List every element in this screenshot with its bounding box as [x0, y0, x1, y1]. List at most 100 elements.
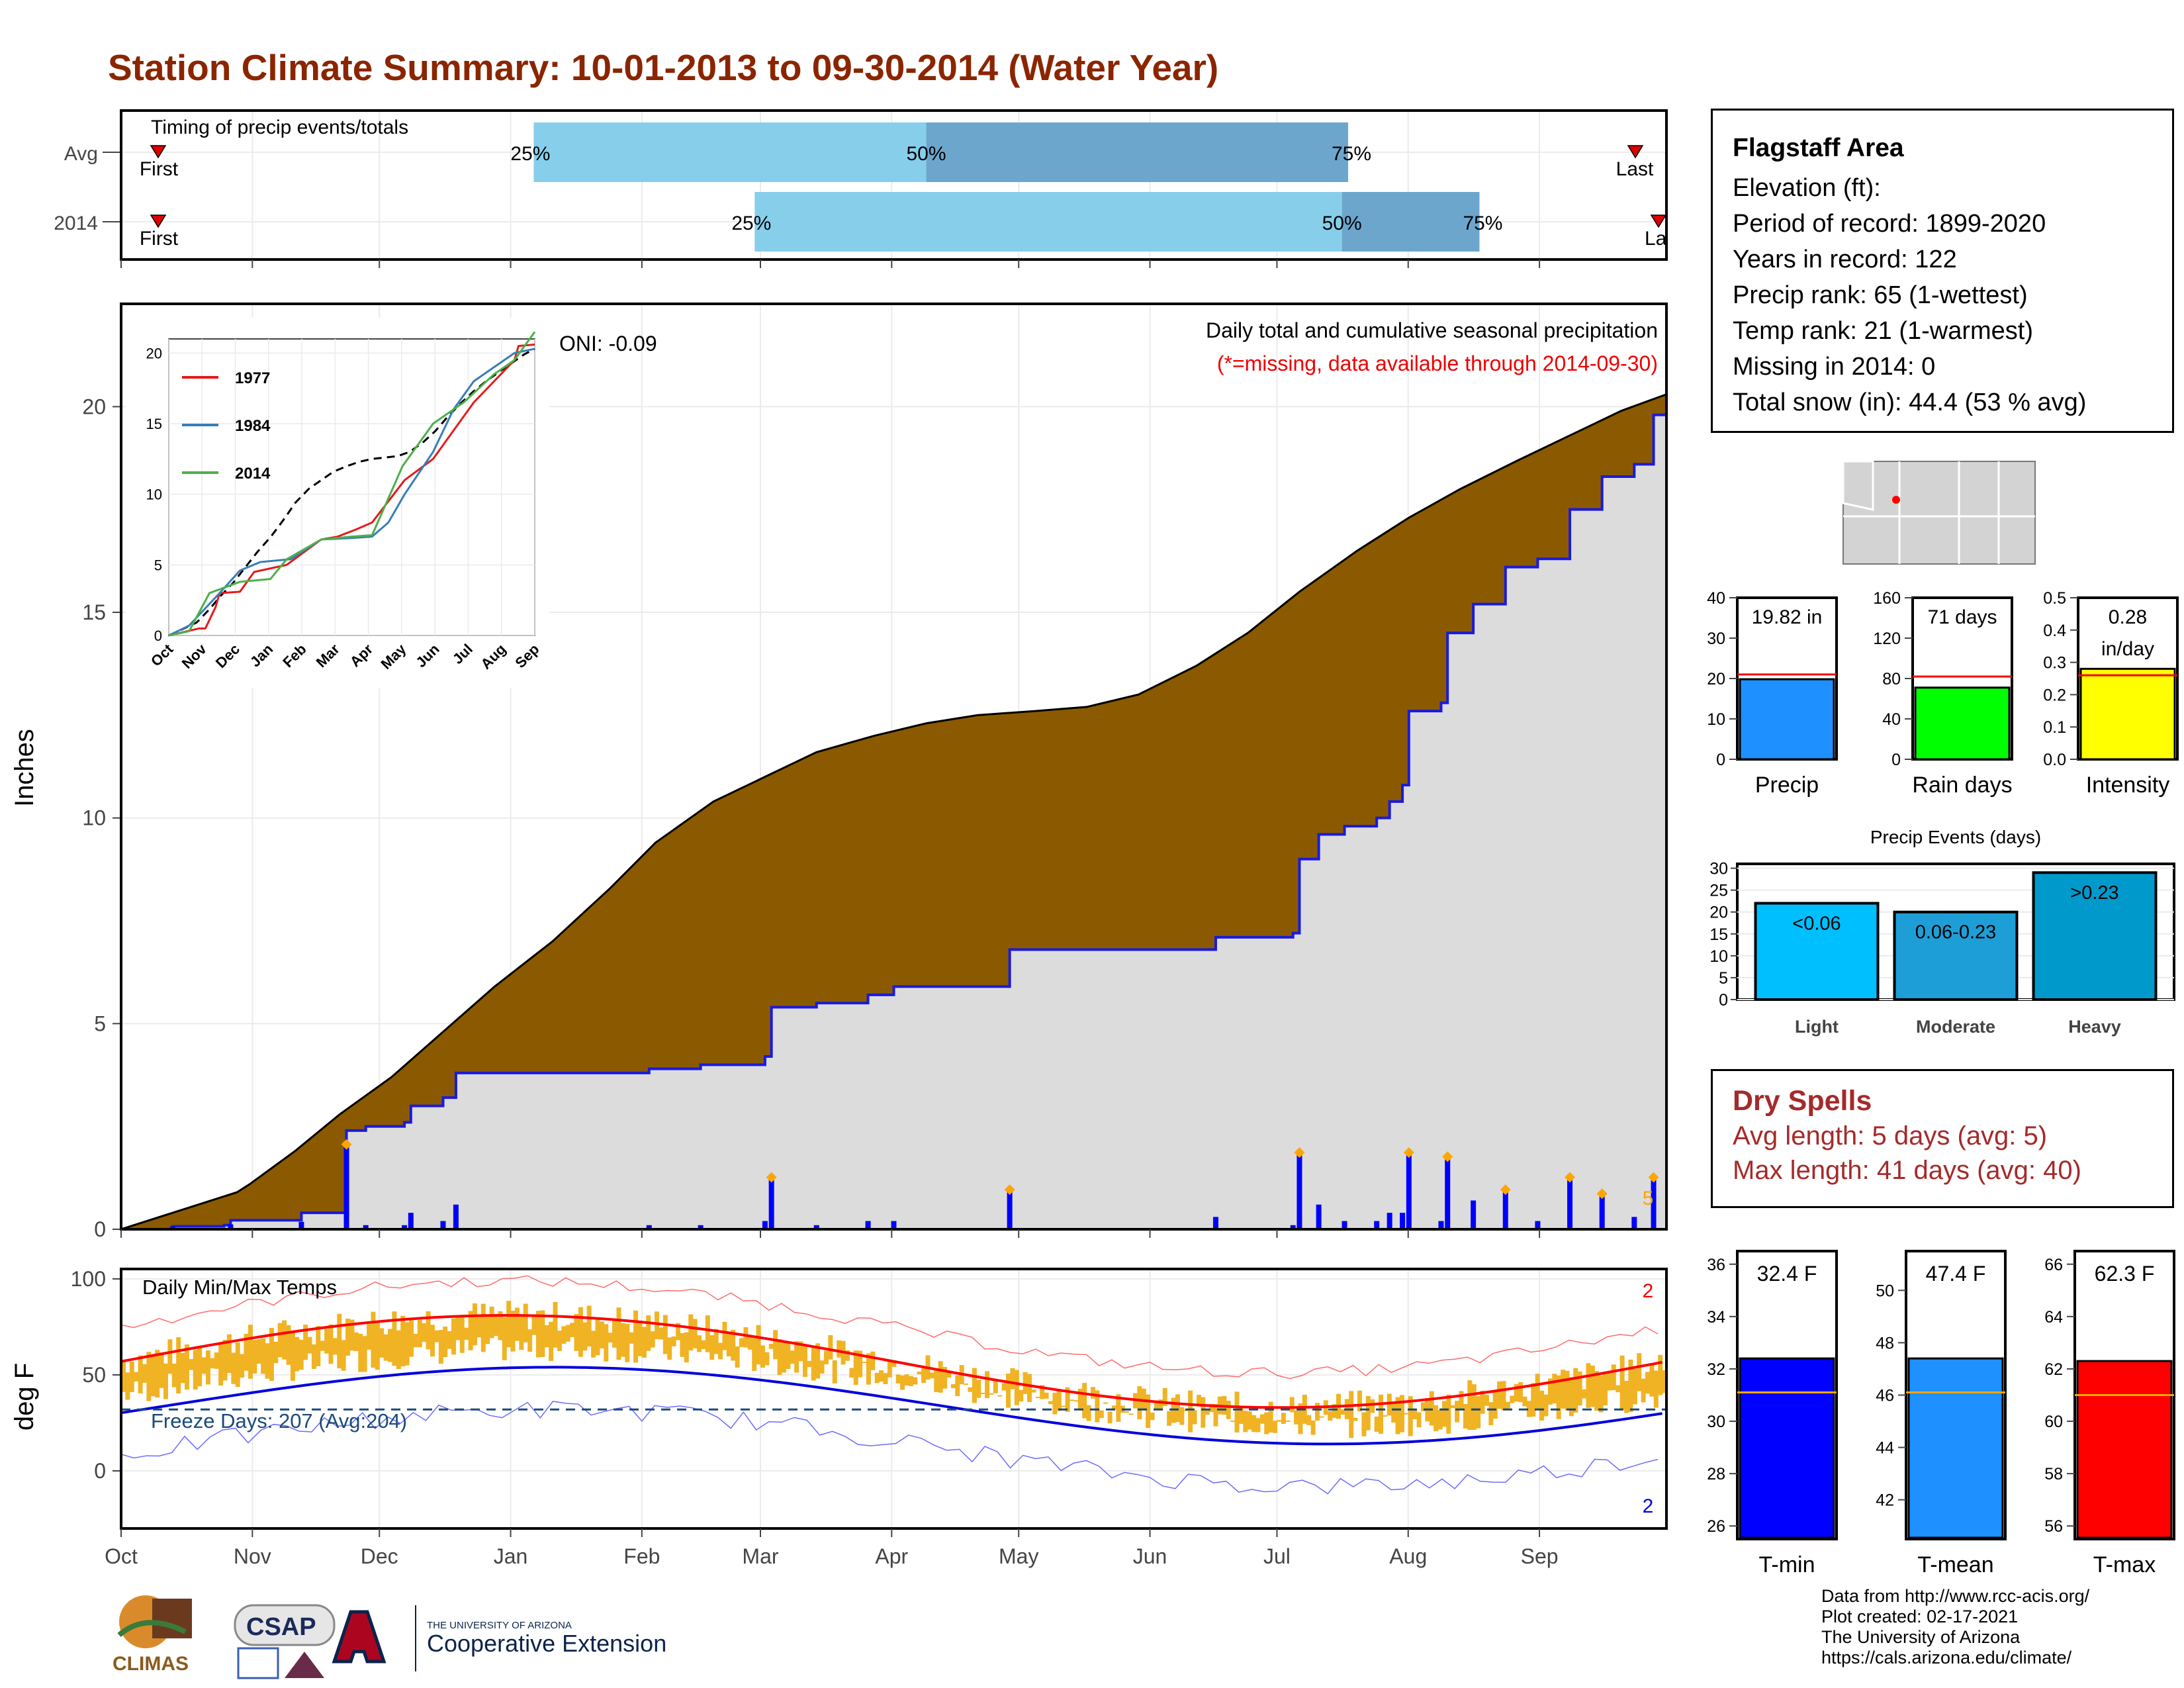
inset-legend-label: 1977: [235, 369, 270, 387]
daily-temp-bar: [993, 1381, 998, 1393]
daily-temp-bar: [1167, 1411, 1172, 1426]
daily-temp-bar: [1209, 1403, 1214, 1413]
daily-temp-bar: [1103, 1402, 1109, 1404]
daily-temp-bar: [298, 1339, 304, 1370]
daily-temp-bar: [671, 1336, 676, 1346]
event-category-label: Light: [1795, 1017, 1839, 1037]
daily-temp-bar: [1255, 1418, 1261, 1432]
temp-summary-label: T-mean: [1917, 1552, 1993, 1577]
summary-tick-label: 40: [1707, 589, 1725, 608]
month-label: Jun: [1133, 1544, 1167, 1568]
summary-tick-label: 0.1: [2043, 718, 2066, 737]
station-info-box: Flagstaff Area Elevation (ft): Period of…: [1711, 109, 2174, 433]
daily-temp-bar: [1158, 1399, 1163, 1409]
daily-temp-bar: [1353, 1418, 1358, 1421]
daily-temp-bar: [620, 1323, 625, 1357]
daily-temp-bar: [430, 1325, 435, 1357]
daily-temp-bar: [1357, 1390, 1362, 1412]
station-location-dot: [1892, 496, 1900, 504]
summary-tick-label: 0.3: [2043, 654, 2066, 673]
daily-temp-bar: [1179, 1407, 1185, 1425]
event-category-label: Heavy: [2068, 1017, 2121, 1037]
daily-temp-bar: [764, 1352, 770, 1366]
daily-temp-bar: [455, 1315, 461, 1340]
daily-temp-bar: [976, 1380, 981, 1398]
events-tick-label: 30: [1709, 860, 1728, 878]
inset-y-tick: 20: [146, 345, 162, 361]
daily-temp-bar: [1073, 1400, 1079, 1402]
missing-note: (*=missing, data available through 2014-…: [1217, 352, 1658, 375]
daily-temp-bar: [1146, 1394, 1151, 1429]
daily-precip-bar: [646, 1225, 652, 1229]
daily-temp-bar: [1412, 1410, 1418, 1420]
daily-temp-bar: [1463, 1404, 1468, 1429]
daily-temp-bar: [790, 1350, 795, 1364]
daily-precip-bar: [768, 1180, 774, 1229]
temp-summary-tick-label: 56: [2044, 1517, 2063, 1536]
first-marker: [150, 214, 167, 228]
daily-temp-bar: [282, 1320, 287, 1360]
daily-temp-bar: [396, 1330, 401, 1370]
daily-precip-bar: [891, 1221, 897, 1229]
daily-temp-bar: [290, 1330, 295, 1381]
events-tick-label: 15: [1709, 925, 1728, 944]
daily-precip-bar: [1374, 1221, 1380, 1229]
daily-temp-bar: [1006, 1374, 1011, 1408]
daily-precip-bar: [402, 1225, 408, 1229]
y-tick-label: 15: [82, 600, 106, 624]
month-label: Jan: [494, 1544, 528, 1568]
daily-temp-bar: [1014, 1370, 1019, 1405]
daily-temp-bar: [210, 1358, 215, 1369]
last-marker: [1627, 145, 1644, 159]
daily-temp-bar: [934, 1370, 939, 1393]
daily-temp-bar: [802, 1344, 807, 1378]
daily-temp-bar: [646, 1315, 651, 1351]
summary-bar-label: Intensity: [2086, 773, 2170, 798]
first-marker: [150, 145, 167, 159]
daily-temp-bar: [798, 1341, 803, 1362]
daily-temp-bar: [134, 1372, 139, 1382]
station-name: Flagstaff Area: [1733, 134, 1904, 162]
daily-temp-bar: [667, 1337, 672, 1360]
daily-temp-bar: [1569, 1377, 1574, 1417]
daily-temp-bar: [1243, 1411, 1248, 1432]
timing-bar-25-50: [754, 192, 1342, 252]
daily-temp-bar: [1268, 1401, 1273, 1432]
y-axis-label: Inches: [10, 729, 39, 807]
daily-temp-bar: [1641, 1378, 1646, 1403]
month-label: Jul: [1263, 1544, 1291, 1568]
daily-temp-bar: [345, 1319, 351, 1356]
daily-temp-bar: [1289, 1397, 1295, 1413]
daily-temp-bar: [1294, 1410, 1299, 1425]
daily-temp-bar: [739, 1338, 744, 1347]
daily-temp-bar: [193, 1350, 198, 1390]
last-marker: [1650, 214, 1667, 228]
timing-pct-label: 75%: [1332, 143, 1371, 165]
page-title: Station Climate Summary: 10-01-2013 to 0…: [108, 47, 1219, 88]
daily-temp-bar: [946, 1372, 952, 1378]
daily-temp-bar: [1077, 1388, 1083, 1410]
daily-temp-bar: [544, 1325, 549, 1348]
timing-frame: [120, 109, 1668, 261]
daily-temp-bar: [1128, 1413, 1134, 1415]
daily-temp-bar: [379, 1328, 385, 1358]
daily-temp-bar: [837, 1340, 842, 1358]
daily-temp-bar: [1510, 1395, 1515, 1403]
daily-temp-bar: [1264, 1412, 1269, 1434]
missing-text: Missing in 2014: 0: [1733, 353, 1936, 381]
inset-legend-label: 1984: [235, 417, 271, 435]
temp-panel-label: Daily Min/Max Temps: [142, 1276, 337, 1299]
inset-frame: [168, 338, 535, 636]
summary-bar: [1914, 686, 2011, 761]
daily-temp-bar: [1230, 1421, 1236, 1423]
daily-temp-bar: [535, 1311, 541, 1358]
timing-row-label: Avg: [64, 143, 98, 165]
timing-bar-50-75: [1342, 192, 1480, 252]
daily-temp-bar: [1315, 1403, 1320, 1421]
daily-temp-bar: [1459, 1391, 1464, 1409]
temp-summary-tick-label: 58: [2044, 1465, 2063, 1483]
daily-temp-bar: [616, 1307, 621, 1360]
daily-temp-bar: [989, 1393, 994, 1395]
